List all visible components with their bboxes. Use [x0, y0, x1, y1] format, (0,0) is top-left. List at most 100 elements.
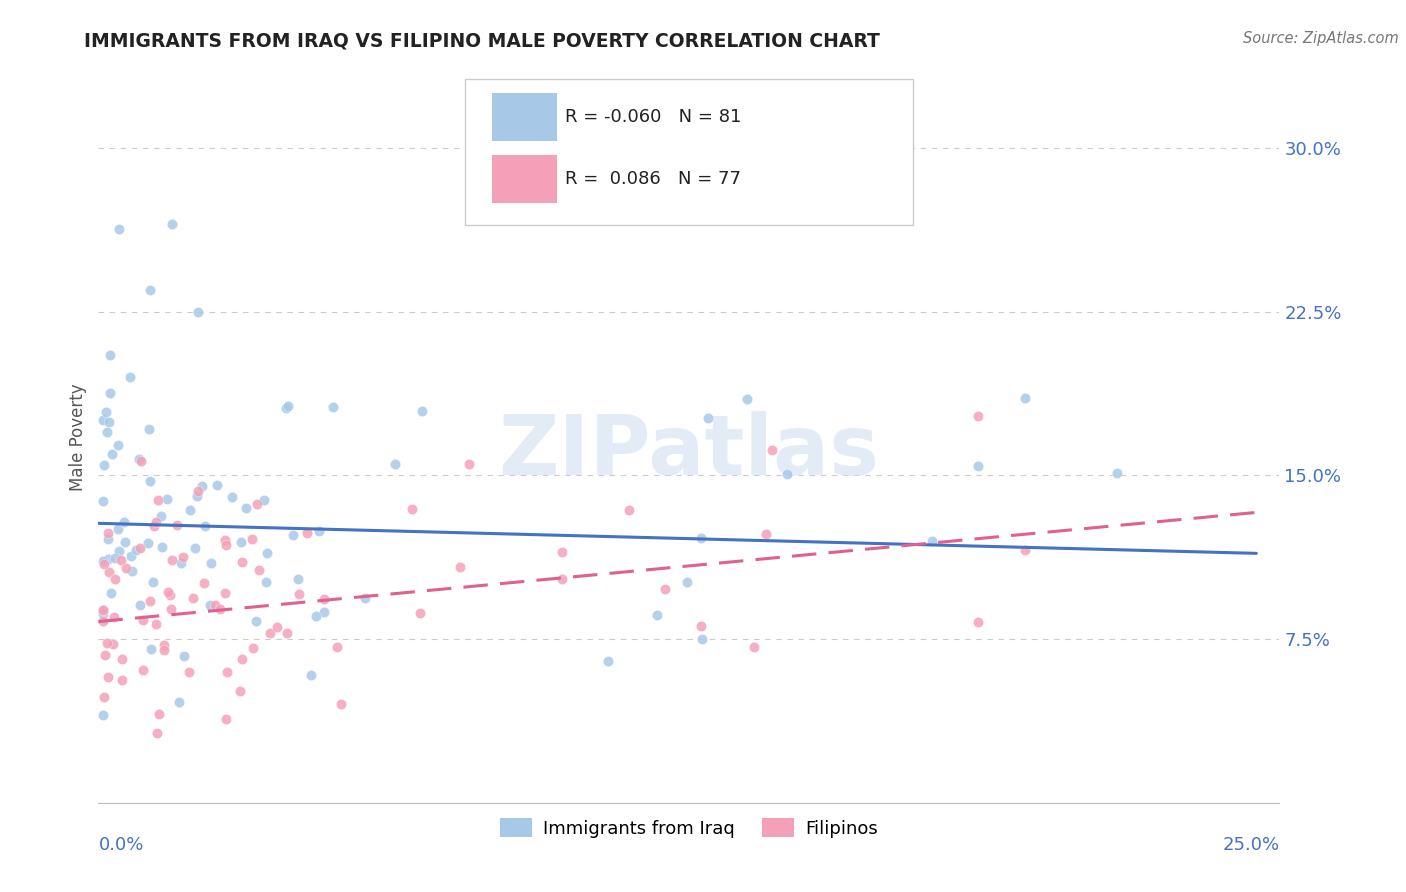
Point [449, 559, 471, 574]
Point [112, 516, 135, 530]
Point [308, 524, 330, 538]
Point [96, 636, 118, 650]
Point [231, 554, 253, 568]
Point [229, 534, 252, 549]
Point [91, 607, 114, 621]
Y-axis label: Male Poverty: Male Poverty [69, 384, 87, 491]
Point [240, 532, 263, 546]
Point [150, 508, 173, 523]
Point [104, 551, 127, 566]
Point [1107, 467, 1129, 481]
Point [596, 654, 619, 668]
Point [735, 392, 758, 406]
Point [179, 503, 201, 517]
Text: R =  0.086   N = 77: R = 0.086 N = 77 [565, 169, 741, 188]
Point [156, 492, 179, 507]
Point [401, 502, 423, 516]
Point [205, 477, 228, 491]
Point [247, 564, 270, 578]
Point [94, 648, 117, 662]
Point [103, 609, 125, 624]
Point [94, 405, 117, 419]
Point [148, 493, 170, 508]
Point [100, 585, 122, 599]
Point [138, 421, 160, 435]
Point [153, 643, 176, 657]
FancyBboxPatch shape [464, 78, 914, 225]
Point [138, 283, 160, 297]
Point [98, 386, 121, 401]
Point [173, 649, 195, 664]
Point [550, 572, 572, 586]
Point [98, 565, 121, 579]
Point [145, 617, 167, 632]
Point [152, 541, 174, 555]
Point [755, 527, 778, 541]
Point [1014, 392, 1036, 406]
Point [314, 592, 336, 607]
Point [184, 541, 207, 556]
Text: R = -0.060   N = 81: R = -0.060 N = 81 [565, 108, 741, 126]
Point [254, 575, 277, 590]
Point [187, 304, 209, 318]
Point [214, 538, 236, 552]
Point [617, 502, 640, 516]
Point [314, 605, 336, 619]
Point [322, 400, 344, 414]
Point [160, 217, 183, 231]
Point [259, 625, 281, 640]
Point [139, 474, 162, 488]
Point [139, 594, 162, 608]
Point [1014, 542, 1036, 557]
Point [277, 399, 299, 413]
Point [101, 637, 124, 651]
Point [214, 533, 236, 547]
Point [148, 707, 170, 722]
Point [384, 457, 406, 471]
Point [97, 416, 120, 430]
Legend: Immigrants from Iraq, Filipinos: Immigrants from Iraq, Filipinos [492, 811, 886, 845]
Point [132, 663, 155, 677]
FancyBboxPatch shape [492, 94, 557, 141]
Point [104, 572, 127, 586]
FancyBboxPatch shape [492, 155, 557, 203]
Point [330, 698, 353, 712]
Point [276, 626, 298, 640]
Point [93, 458, 115, 472]
Point [647, 607, 669, 622]
Point [776, 467, 799, 481]
Point [107, 222, 129, 236]
Point [186, 489, 208, 503]
Point [160, 602, 183, 616]
Point [121, 564, 143, 578]
Point [208, 601, 231, 615]
Point [281, 528, 304, 542]
Point [200, 556, 222, 570]
Point [690, 632, 713, 647]
Point [170, 556, 193, 570]
Point [287, 587, 309, 601]
Point [125, 542, 148, 557]
Text: 25.0%: 25.0% [1222, 836, 1279, 854]
Point [120, 549, 142, 564]
Point [689, 531, 711, 545]
Point [654, 582, 676, 596]
Point [967, 409, 990, 424]
Point [266, 620, 288, 634]
Point [98, 348, 121, 362]
Point [297, 526, 319, 541]
Point [411, 404, 433, 418]
Point [689, 619, 711, 633]
Text: ZIPatlas: ZIPatlas [499, 411, 879, 492]
Point [353, 591, 375, 605]
Point [110, 673, 132, 687]
Point [696, 410, 718, 425]
Point [110, 553, 132, 567]
Point [114, 561, 136, 575]
Point [91, 614, 114, 628]
Point [274, 401, 297, 416]
Point [235, 501, 257, 516]
Point [253, 493, 276, 508]
Point [146, 726, 169, 740]
Point [181, 591, 204, 605]
